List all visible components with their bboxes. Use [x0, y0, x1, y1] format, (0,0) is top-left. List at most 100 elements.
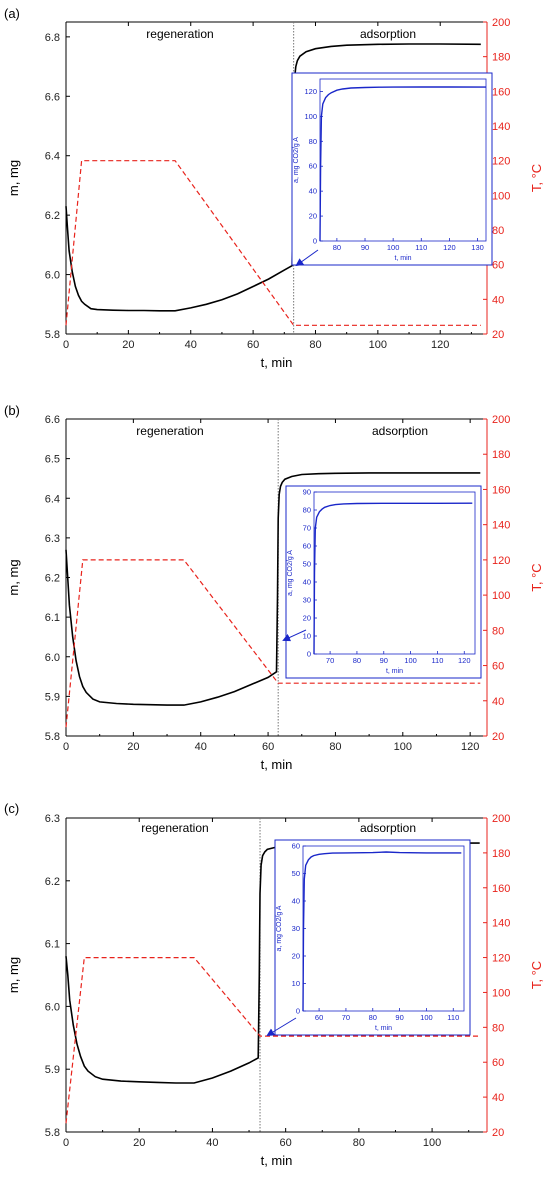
y-right-tick-label: 40 [492, 696, 504, 708]
y-right-tick-label: 80 [492, 625, 504, 637]
y-right-tick-label: 160 [492, 883, 510, 895]
phase-label: regeneration [141, 821, 208, 835]
y-right-tick-label: 200 [492, 813, 510, 825]
temperature-series-line [65, 160, 481, 326]
y-right-tick-label: 60 [492, 1057, 504, 1069]
chart-panel-c: (c)0 20 40 60 80 1005.85.96.06.16.26.32040608… [4, 801, 544, 1168]
y-left-axis-label: m, mg [6, 957, 21, 993]
y-left-tick-label: 6.0 [45, 652, 60, 664]
y-right-tick-label: 120 [492, 953, 510, 965]
x-tick-label: 100 [423, 1137, 441, 1149]
inset-frame [274, 839, 471, 1036]
x-tick-label: 100 [394, 741, 412, 753]
inset-y-tick-label: 60 [309, 162, 317, 171]
inset-y-tick-label: 0 [313, 237, 317, 246]
panel-label: (c) [4, 801, 19, 816]
y-left-tick-label: 6.8 [45, 32, 60, 44]
y-right-tick-label: 40 [492, 294, 504, 306]
y-right-tick-label: 200 [492, 17, 510, 29]
inset-y-tick-label: 0 [307, 650, 311, 659]
x-tick-label: 40 [195, 741, 207, 753]
inset-y-tick-label: 70 [303, 524, 311, 533]
inset-frame [291, 72, 493, 266]
inset-y-tick-label: 50 [303, 560, 311, 569]
y-right-tick-label: 200 [492, 414, 510, 426]
inset-y-tick-label: 40 [292, 897, 300, 906]
y-left-tick-label: 6.5 [45, 454, 60, 466]
y-left-tick-label: 6.6 [45, 91, 60, 103]
inset-pointer-arrow [295, 249, 319, 267]
y-left-tick-label: 6.2 [45, 573, 60, 585]
inset-x-tick-label: 80 [333, 243, 341, 252]
y-right-tick-label: 100 [492, 590, 510, 602]
inset-adsorption-line [302, 851, 462, 1012]
y-left-tick-label: 6.6 [45, 414, 60, 426]
x-tick-label: 80 [353, 1137, 365, 1149]
temperature-series-line [65, 559, 481, 728]
x-tick-label: 80 [329, 741, 341, 753]
inset-x-axis-label: t, min [394, 255, 411, 262]
y-left-tick-label: 5.8 [45, 1127, 60, 1139]
x-tick-label: 40 [206, 1137, 218, 1149]
y-left-tick-label: 6.3 [45, 813, 60, 825]
inset-y-tick-label: 20 [309, 212, 317, 221]
y-left-tick-label: 6.2 [45, 876, 60, 888]
inset-x-tick-label: 80 [369, 1013, 377, 1022]
y-right-tick-label: 100 [492, 190, 510, 202]
inset-y-tick-label: 0 [296, 1007, 300, 1016]
inset-x-tick-label: 90 [395, 1013, 403, 1022]
panel-label: (b) [4, 403, 20, 418]
inset-y-tick-label: 40 [309, 187, 317, 196]
inset-y-tick-label: 60 [292, 842, 300, 851]
y-left-tick-label: 6.0 [45, 270, 60, 282]
phase-label: regeneration [136, 424, 203, 438]
x-tick-label: 20 [127, 741, 139, 753]
temperature-series-line [65, 957, 480, 1124]
inset-pointer-arrow [266, 1017, 297, 1037]
phase-label: adsorption [360, 27, 416, 41]
inset-y-axis-label: a, mg CO2/g A [293, 137, 300, 183]
y-left-tick-label: 5.9 [45, 1064, 60, 1076]
y-left-tick-label: 6.2 [45, 210, 60, 222]
x-tick-label: 60 [247, 339, 259, 351]
y-left-tick-label: 5.8 [45, 329, 60, 341]
y-right-axis-label: T, °C [529, 164, 544, 192]
y-left-axis-label: m, mg [6, 160, 21, 196]
inset-adsorption-line [313, 502, 473, 655]
inset-y-tick-label: 20 [303, 614, 311, 623]
inset-y-tick-label: 40 [303, 578, 311, 587]
inset-x-tick-label: 120 [458, 656, 471, 665]
y-right-tick-label: 140 [492, 121, 510, 133]
inset-y-tick-label: 120 [304, 87, 317, 96]
inset-chart: 60 70 80 90 100 110 0 10 20 30 40 50 60 t, min a, mg C… [274, 839, 471, 1036]
x-tick-label: 40 [185, 339, 197, 351]
phase-label: adsorption [372, 424, 428, 438]
y-right-tick-label: 180 [492, 848, 510, 860]
x-tick-label: 20 [122, 339, 134, 351]
y-right-axis-label: T, °C [529, 563, 544, 591]
y-left-axis-label: m, mg [6, 559, 21, 595]
y-left-tick-label: 6.4 [45, 493, 60, 505]
x-tick-label: 0 [63, 1137, 69, 1149]
y-right-axis-label: T, °C [529, 961, 544, 989]
y-right-tick-label: 20 [492, 1127, 504, 1139]
inset-y-tick-label: 10 [292, 979, 300, 988]
y-left-tick-label: 6.4 [45, 151, 60, 163]
x-tick-label: 120 [461, 741, 479, 753]
x-tick-label: 120 [431, 339, 449, 351]
inset-x-tick-label: 110 [447, 1013, 459, 1022]
mass-series-line [65, 43, 481, 312]
y-right-tick-label: 20 [492, 329, 504, 341]
inset-chart: 80 90 100 110 120 130 0 20 40 60 80 100 120 t, min a, … [291, 72, 493, 266]
x-tick-label: 100 [369, 339, 387, 351]
mass-series-line [65, 472, 481, 706]
inset-adsorption-line [319, 86, 487, 242]
y-right-tick-label: 80 [492, 1022, 504, 1034]
inset-x-tick-label: 110 [431, 656, 443, 665]
inset-pointer-arrow [282, 629, 307, 642]
phase-label: regeneration [146, 27, 213, 41]
x-tick-label: 0 [63, 741, 69, 753]
inset-x-tick-label: 70 [342, 1013, 350, 1022]
inset-x-tick-label: 80 [353, 656, 361, 665]
